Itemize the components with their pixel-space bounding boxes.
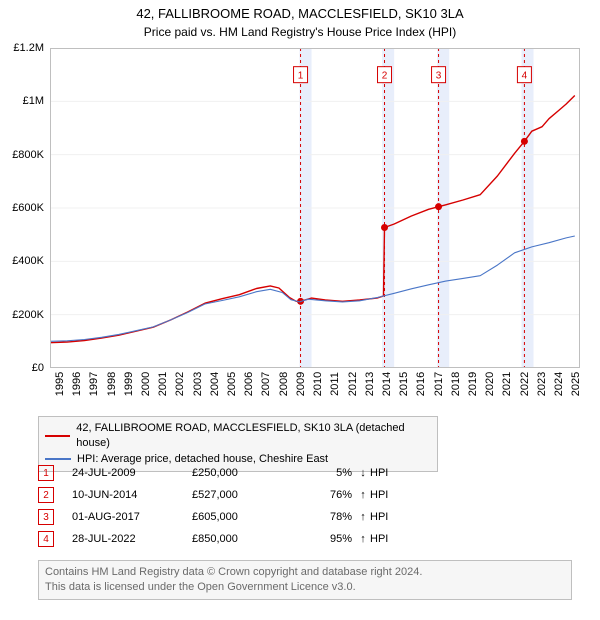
price-chart: 1 2 3 4 (50, 48, 580, 368)
x-tick-label: 2006 (243, 372, 255, 396)
transaction-pct: 76% (292, 489, 356, 501)
transactions-table: 124-JUL-2009£250,0005%↓HPI210-JUN-2014£5… (38, 462, 410, 550)
y-tick-label: £600K (4, 202, 44, 214)
transaction-date: 24-JUL-2009 (72, 467, 192, 479)
transaction-date: 10-JUN-2014 (72, 489, 192, 501)
x-tick-label: 2020 (484, 372, 496, 396)
x-tick-label: 2010 (312, 372, 324, 396)
transaction-date: 28-JUL-2022 (72, 533, 192, 545)
transaction-pct: 95% (292, 533, 356, 545)
x-tick-label: 2017 (433, 372, 445, 396)
transaction-pct: 78% (292, 511, 356, 523)
transaction-suffix: HPI (370, 489, 410, 501)
x-tick-label: 2007 (260, 372, 272, 396)
svg-text:2: 2 (382, 71, 388, 82)
x-tick-label: 2003 (192, 372, 204, 396)
y-tick-label: £1.2M (4, 42, 44, 54)
legend-item: 42, FALLIBROOME ROAD, MACCLESFIELD, SK10… (45, 421, 431, 452)
page-subtitle: Price paid vs. HM Land Registry's House … (0, 25, 600, 39)
transaction-row: 3 01-AUG-2017£605,00078%↑HPI (38, 506, 410, 528)
x-tick-label: 1995 (54, 372, 66, 396)
y-tick-label: £0 (4, 362, 44, 374)
y-tick-label: £200K (4, 309, 44, 321)
page-title: 42, FALLIBROOME ROAD, MACCLESFIELD, SK10… (0, 0, 600, 23)
x-tick-label: 1997 (88, 372, 100, 396)
x-tick-label: 2015 (398, 372, 410, 396)
svg-text:3: 3 (436, 71, 442, 82)
x-tick-label: 2000 (140, 372, 152, 396)
transaction-suffix: HPI (370, 533, 410, 545)
transaction-row: 4 28-JUL-2022£850,00095%↑HPI (38, 528, 410, 550)
attribution-line-1: Contains HM Land Registry data © Crown c… (45, 565, 565, 580)
x-tick-label: 2022 (519, 372, 531, 396)
transaction-pct: 5% (292, 467, 356, 479)
transaction-price: £250,000 (192, 467, 292, 479)
figure-container: 42, FALLIBROOME ROAD, MACCLESFIELD, SK10… (0, 0, 600, 620)
x-tick-label: 1996 (71, 372, 83, 396)
transaction-marker: 4 (38, 531, 54, 547)
transaction-arrow-icon: ↑ (356, 533, 370, 545)
x-tick-label: 2023 (536, 372, 548, 396)
transaction-price: £850,000 (192, 533, 292, 545)
x-tick-label: 2002 (174, 372, 186, 396)
transaction-arrow-icon: ↑ (356, 511, 370, 523)
transaction-row: 2 10-JUN-2014£527,00076%↑HPI (38, 484, 410, 506)
attribution-box: Contains HM Land Registry data © Crown c… (38, 560, 572, 600)
svg-text:1: 1 (298, 71, 304, 82)
y-tick-label: £800K (4, 149, 44, 161)
x-tick-label: 2012 (347, 372, 359, 396)
x-tick-label: 2018 (450, 372, 462, 396)
x-tick-label: 2011 (329, 372, 341, 396)
x-tick-label: 2004 (209, 372, 221, 396)
transaction-arrow-icon: ↓ (356, 467, 370, 479)
x-tick-label: 2013 (364, 372, 376, 396)
y-tick-label: £400K (4, 255, 44, 267)
transaction-marker: 2 (38, 487, 54, 503)
x-tick-label: 1998 (106, 372, 118, 396)
x-tick-label: 2001 (157, 372, 169, 396)
y-tick-label: £1M (4, 95, 44, 107)
x-tick-label: 1999 (123, 372, 135, 396)
transaction-arrow-icon: ↑ (356, 489, 370, 501)
x-tick-label: 2021 (501, 372, 513, 396)
legend-label: 42, FALLIBROOME ROAD, MACCLESFIELD, SK10… (76, 421, 431, 452)
transaction-marker: 3 (38, 509, 54, 525)
transaction-price: £605,000 (192, 511, 292, 523)
transaction-price: £527,000 (192, 489, 292, 501)
transaction-marker: 1 (38, 465, 54, 481)
x-tick-label: 2005 (226, 372, 238, 396)
x-tick-label: 2025 (570, 372, 582, 396)
x-tick-label: 2024 (553, 372, 565, 396)
transaction-row: 1 24-JUL-2009£250,0005%↓HPI (38, 462, 410, 484)
legend-swatch (45, 435, 70, 437)
x-tick-label: 2008 (278, 372, 290, 396)
svg-text:4: 4 (522, 71, 528, 82)
x-tick-label: 2014 (381, 372, 393, 396)
transaction-date: 01-AUG-2017 (72, 511, 192, 523)
x-tick-label: 2019 (467, 372, 479, 396)
attribution-line-2: This data is licensed under the Open Gov… (45, 580, 565, 595)
legend-swatch (45, 458, 71, 460)
transaction-suffix: HPI (370, 467, 410, 479)
x-tick-label: 2009 (295, 372, 307, 396)
x-tick-label: 2016 (415, 372, 427, 396)
transaction-suffix: HPI (370, 511, 410, 523)
